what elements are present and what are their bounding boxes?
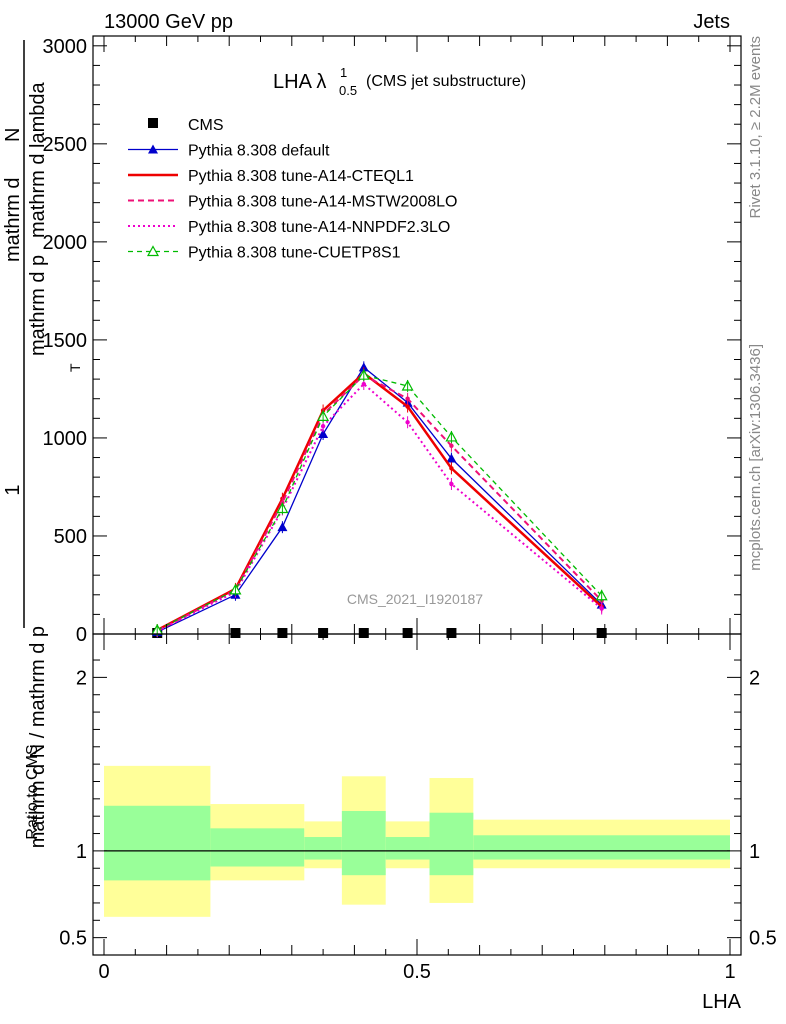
x-tick-label: 1	[724, 961, 735, 983]
y-tick-label: 0	[76, 624, 87, 646]
axes-layer: 0 500 1000 1500 2000 2500 3000 0 0.5 1 0.5 0.5 1 1 2 2	[43, 35, 777, 983]
ratio-y-tick-label-right: 1	[749, 841, 760, 863]
series-layer	[151, 361, 608, 639]
y-label-numerator-n: N	[2, 128, 24, 142]
cms-point	[277, 628, 288, 638]
header-left: 13000 GeV pp	[104, 11, 233, 33]
y-tick-label: 1500	[43, 330, 88, 352]
x-axis-label: LHA	[702, 991, 742, 1013]
header-right: Jets	[693, 11, 730, 33]
y-label-denominator: mathrm d N / mathrm d p	[27, 626, 49, 848]
ratio-band-inner	[341, 810, 386, 876]
cms-point	[596, 628, 607, 638]
mcplots-label: mcplots.cern.ch [arXiv:1306.3436]	[747, 344, 764, 571]
legend-label: Pythia 8.308 tune-A14-CTEQL1	[188, 168, 414, 185]
ratio-band-inner	[473, 835, 730, 860]
y-label-mid2: mathrm d lambda	[27, 82, 49, 238]
ratio-y-tick-label-right: 2	[749, 667, 760, 689]
ratio-band-inner	[210, 828, 305, 867]
legend-label: Pythia 8.308 default	[188, 143, 330, 160]
y-label-numerator: mathrm d	[2, 178, 24, 262]
legend-label: Pythia 8.308 tune-CUETP8S1	[188, 245, 401, 262]
ratio-bands	[104, 765, 730, 917]
ratio-band-inner	[429, 812, 474, 876]
ratio-y-tick-label: 2	[76, 667, 87, 689]
ratio-y-tick-label: 1	[76, 841, 87, 863]
y-tick-label: 3000	[43, 36, 88, 58]
ratio-y-tick-label: 0.5	[59, 928, 87, 950]
legend-label: CMS	[188, 117, 224, 134]
y-tick-label: 500	[54, 526, 87, 548]
series-line	[156, 366, 603, 633]
legend-marker	[148, 144, 158, 154]
rivet-label: Rivet 3.1.10, ≥ 2.2M events	[747, 36, 764, 219]
cms-point	[230, 628, 241, 638]
cms-point	[358, 628, 369, 638]
x-tick-label: 0.5	[403, 961, 431, 983]
y-tick-label: 1000	[43, 428, 88, 450]
x-tick-label: 0	[98, 961, 109, 983]
plot-title-sub: 0.5	[339, 83, 357, 98]
y-axis-label-ratio: Ratio to CMS	[24, 744, 41, 839]
plot-title-main: LHA λ	[273, 71, 326, 93]
y-tick-label: 2500	[43, 134, 88, 156]
series-line	[156, 371, 603, 632]
analysis-watermark: CMS_2021_I1920187	[347, 591, 483, 607]
cms-point	[446, 628, 457, 638]
legend-label: Pythia 8.308 tune-A14-MSTW2008LO	[188, 194, 457, 211]
y-axis-label-main: 1 mathrm d N / mathrm d p mathrm d N mat…	[2, 40, 83, 848]
ratio-band-inner	[304, 837, 342, 860]
series-line	[156, 373, 603, 632]
legend-marker	[146, 245, 160, 257]
plot-title-sup: 1	[340, 65, 347, 80]
plot-title-note: (CMS jet substructure)	[366, 73, 526, 90]
ratio-band-inner	[385, 837, 430, 860]
legend-marker-cms	[148, 118, 158, 128]
cms-point	[402, 628, 413, 638]
y-label-mid: mathrm d p	[27, 255, 49, 356]
ratio-band-inner	[104, 805, 211, 881]
ratio-y-tick-label-right: 0.5	[749, 928, 777, 950]
series-line	[156, 374, 603, 631]
plot-title: LHA λ 1 0.5 (CMS jet substructure)	[273, 65, 526, 98]
legend: CMS Pythia 8.308 default Pythia 8.308 tune…	[128, 117, 457, 262]
y-tick-label: 2000	[43, 232, 88, 254]
legend-label: Pythia 8.308 tune-A14-NNPDF2.3LO	[188, 219, 450, 236]
y-label-sub-t: T	[67, 363, 83, 372]
y-label-one: 1	[2, 484, 24, 495]
